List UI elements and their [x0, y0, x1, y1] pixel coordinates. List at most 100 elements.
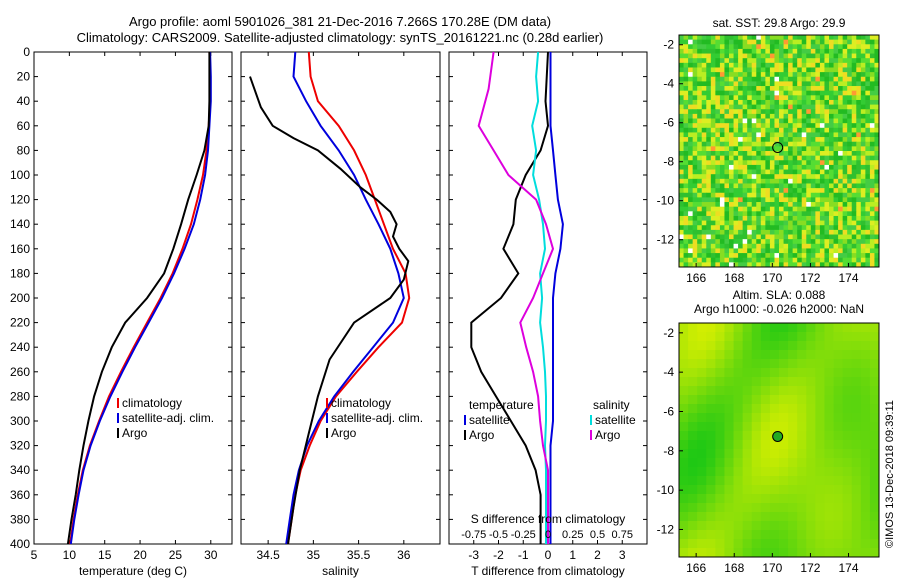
map-cell: [697, 109, 703, 115]
map-cell: [869, 48, 875, 54]
map-cell: [783, 169, 789, 175]
map-cell: [724, 206, 730, 212]
map-cell: [683, 239, 689, 245]
map-cell: [815, 395, 825, 405]
map-cell: [692, 72, 698, 78]
map-cell: [779, 35, 784, 41]
map-cell: [760, 350, 771, 360]
map-cell: [801, 225, 807, 231]
map-y-tick-label: -2: [663, 326, 674, 340]
map-cell: [838, 174, 844, 180]
map-cell: [856, 39, 862, 45]
map-cell: [833, 39, 839, 45]
map-cell: [774, 104, 780, 110]
map-cell: [747, 164, 753, 170]
map-cell: [806, 197, 812, 203]
map-cell: [797, 160, 803, 166]
map-cell: [765, 81, 771, 87]
map-cell: [697, 494, 707, 504]
map-cell: [819, 211, 825, 217]
map-cell: [860, 160, 866, 166]
map-cell: [697, 234, 703, 240]
map-cell: [860, 109, 866, 115]
map-cell: [688, 211, 694, 217]
map-cell: [751, 332, 762, 342]
map-cell: [724, 467, 734, 477]
map-cell: [769, 53, 775, 59]
map-cell: [824, 248, 830, 254]
map-cell: [824, 521, 834, 531]
map-cell: [760, 341, 771, 351]
map-cell: [683, 169, 689, 175]
map-cell: [806, 248, 812, 254]
map-cell: [810, 183, 816, 189]
map-cell: [751, 90, 757, 96]
map-cell: [819, 178, 825, 184]
map-cell: [801, 48, 807, 54]
map-cell: [779, 127, 784, 133]
map-cell: [829, 44, 834, 50]
map-cell: [756, 192, 762, 198]
map-cell: [783, 146, 789, 152]
map-cell: [769, 76, 775, 82]
series-line-s-argo: [477, 51, 555, 544]
map-cell: [792, 169, 798, 175]
map-cell: [769, 503, 780, 513]
map-cell: [683, 95, 689, 101]
map-cell: [860, 95, 866, 101]
map-cell: [679, 188, 684, 194]
map-cell: [729, 146, 734, 152]
map-cell: [742, 220, 748, 226]
plot-frame: [33, 51, 233, 545]
map-cell: [769, 174, 775, 180]
map-cell: [788, 386, 798, 396]
map-cell: [706, 467, 716, 477]
series-line-argo: [249, 76, 410, 545]
map-cell: [806, 206, 812, 212]
map-cell: [715, 257, 721, 263]
map-cell: [774, 86, 780, 92]
map-cell: [733, 67, 739, 73]
legend-label: satellite-adj. clim.: [331, 411, 423, 425]
map-cell: [733, 118, 739, 124]
map-cell: [783, 188, 789, 194]
map-cell: [833, 183, 839, 189]
map-cell: [683, 76, 689, 82]
map-cell: [719, 104, 725, 110]
map-cell: [860, 368, 871, 378]
map-cell: [760, 109, 766, 115]
map-cell: [779, 341, 789, 351]
map-cell: [747, 99, 753, 105]
series-line-satellite-adj-clim-: [69, 51, 212, 545]
map-cell: [769, 211, 775, 217]
map-cell: [688, 243, 694, 249]
map-cell: [692, 225, 698, 231]
map-cell: [742, 72, 748, 78]
map-cell: [683, 39, 689, 45]
map-cell: [779, 132, 784, 138]
map-cell: [801, 86, 807, 92]
map-cell: [719, 151, 725, 157]
map-cell: [742, 530, 753, 540]
map-cell: [733, 188, 739, 194]
map-y-tick-label: -6: [663, 404, 674, 418]
map-cell: [797, 95, 803, 101]
map-cell: [756, 86, 762, 92]
map-cell: [847, 35, 853, 41]
map-cell: [760, 539, 771, 549]
map-cell: [774, 174, 780, 180]
map-cell: [683, 67, 689, 73]
map-cell: [860, 225, 866, 231]
map-cell: [742, 234, 748, 240]
map-cell: [797, 113, 803, 119]
map-cell: [810, 248, 816, 254]
map-cell: [692, 178, 698, 184]
map-cell: [838, 76, 844, 82]
map-cell: [869, 431, 880, 441]
map-cell: [869, 530, 880, 540]
map-cell: [829, 243, 834, 249]
map-cell: [810, 220, 816, 226]
map-cell: [788, 67, 794, 73]
map-cell: [733, 234, 739, 240]
map-cell: [747, 174, 753, 180]
